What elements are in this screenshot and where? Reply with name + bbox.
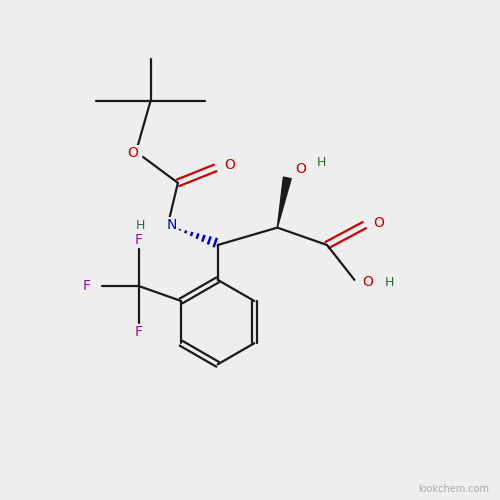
Text: O: O [374,216,384,230]
Text: lookchem.com: lookchem.com [418,484,488,494]
Text: O: O [295,162,306,176]
Text: O: O [362,276,373,289]
Text: F: F [82,279,90,293]
Text: F: F [135,326,143,340]
Text: H: H [317,156,326,170]
Text: H: H [136,218,145,232]
Polygon shape [278,177,291,228]
Text: F: F [135,233,143,247]
Text: H: H [384,276,394,289]
Text: O: O [128,146,138,160]
Text: N: N [167,218,177,232]
Text: O: O [224,158,235,172]
